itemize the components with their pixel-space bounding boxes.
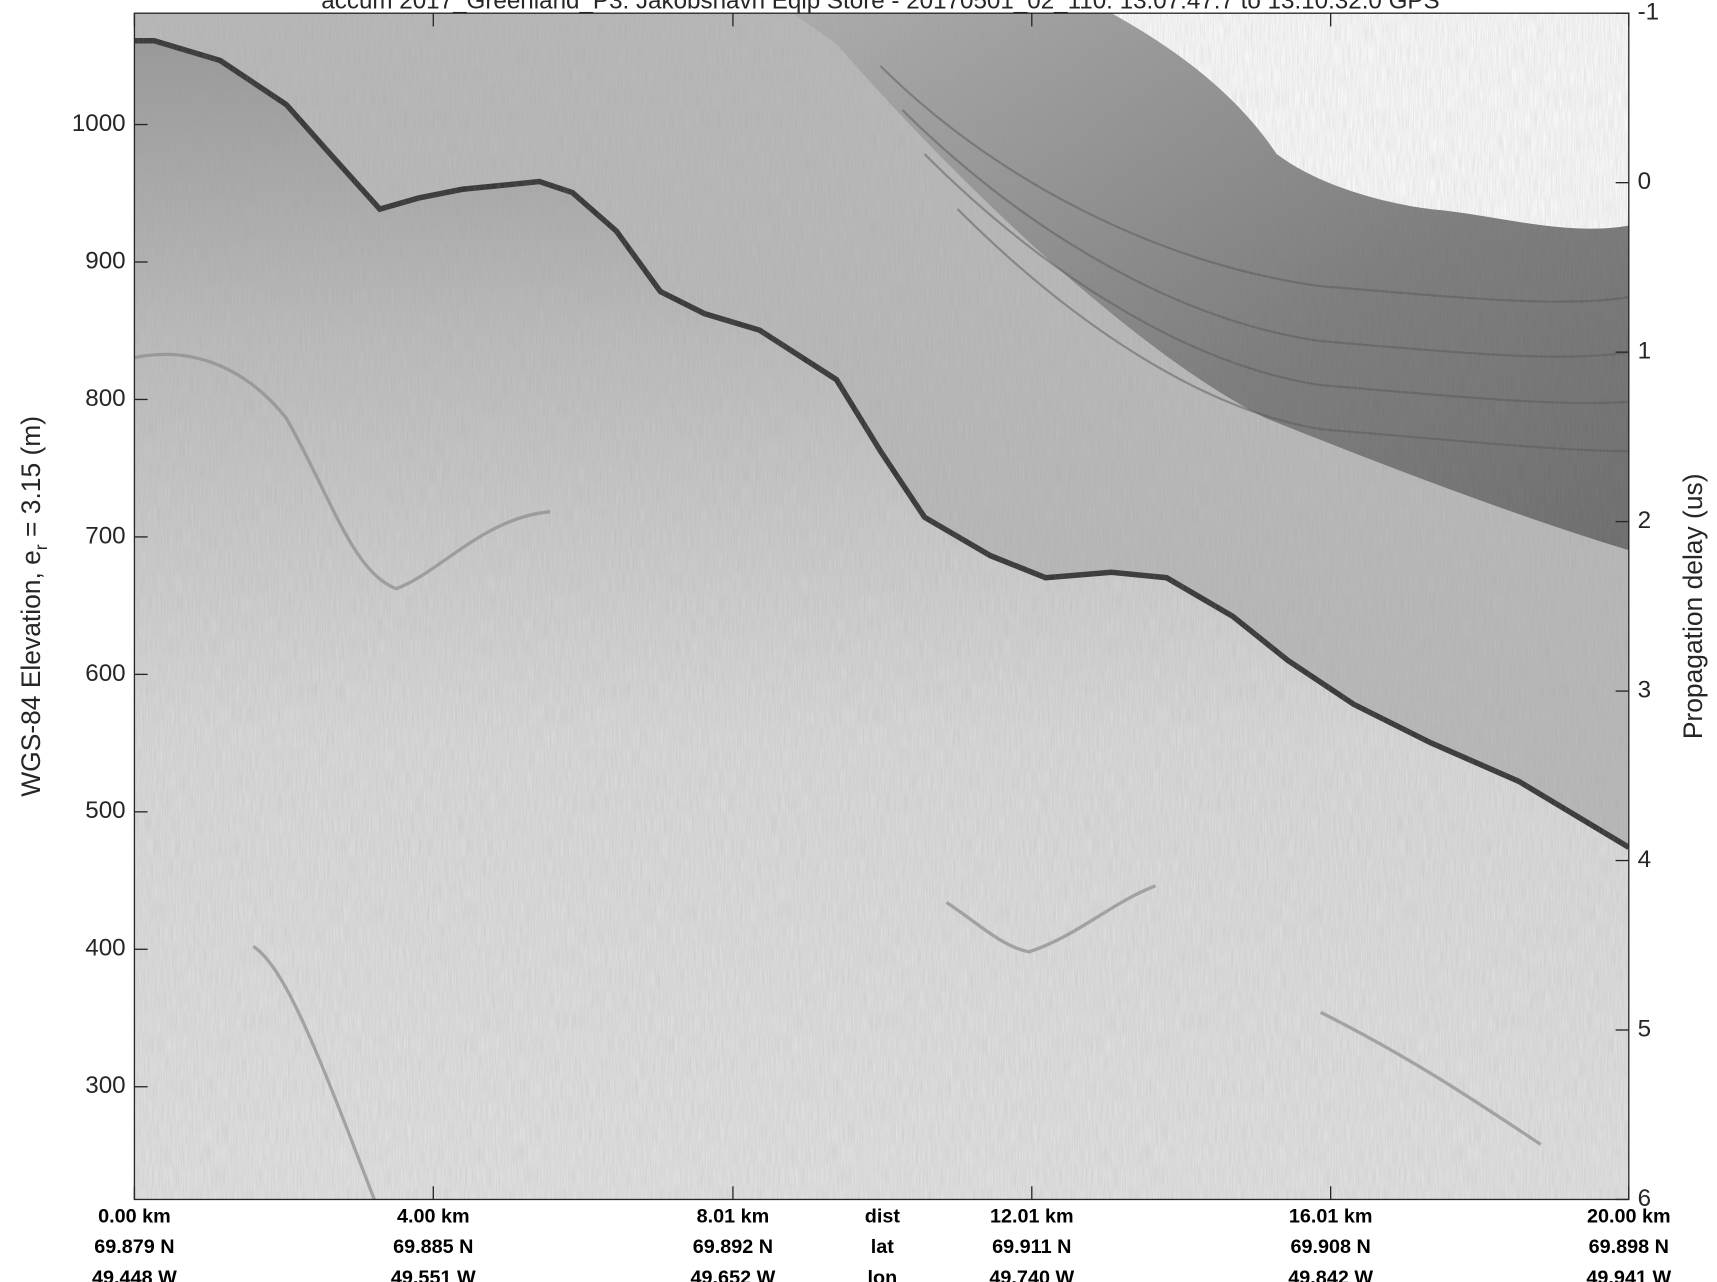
y-tick-label: 700	[85, 522, 125, 549]
y-tick-label: 1000	[72, 110, 126, 137]
chart-title: accum 2017_Greenland_P3: Jakobshavn Eqip…	[321, 0, 1439, 15]
y2-tick-label: -1	[1638, 0, 1660, 26]
x-tick-label: 20.00 km	[1587, 1205, 1671, 1227]
lat-label: 69.879 N	[94, 1236, 174, 1258]
x-tick-label: 16.01 km	[1289, 1205, 1373, 1227]
echogram-image	[134, 13, 1629, 1200]
plot-frame	[133, 12, 1630, 1201]
y-label-sub: r	[31, 544, 51, 550]
row-name: lat	[871, 1236, 895, 1258]
lon-label: 49.551 W	[391, 1267, 476, 1282]
lat-label: 69.911 N	[992, 1236, 1071, 1258]
y2-tick-label: 2	[1638, 507, 1651, 534]
y-tick-label: 400	[85, 935, 125, 962]
lat-label: 69.908 N	[1290, 1236, 1370, 1258]
lon-label: 49.842 W	[1288, 1267, 1373, 1282]
y2-tick-label: 3	[1638, 676, 1651, 703]
lat-label: 69.892 N	[693, 1236, 773, 1258]
x-tick-label: 0.00 km	[98, 1205, 171, 1227]
lon-label: 49.448 W	[92, 1267, 177, 1282]
y-tick-label: 800	[85, 385, 125, 412]
y2-tick-label: 4	[1638, 846, 1651, 873]
y-label-main: WGS-84 Elevation, e	[16, 550, 46, 797]
y2-tick-label: 6	[1638, 1185, 1651, 1212]
row-name: lon	[868, 1267, 898, 1282]
x-tick-label: 8.01 km	[697, 1205, 770, 1227]
lat-label: 69.898 N	[1589, 1236, 1669, 1258]
y-axis-label: WGS-84 Elevation, er = 3.15 (m)	[16, 416, 50, 797]
x-tick-label: 12.01 km	[990, 1205, 1074, 1227]
lon-label: 49.941 W	[1586, 1267, 1671, 1282]
y-tick-label: 300	[85, 1072, 125, 1099]
y2-tick-label: 5	[1638, 1015, 1651, 1042]
y-tick-label: 900	[85, 247, 125, 274]
y2-tick-label: 0	[1638, 168, 1651, 195]
lat-label: 69.885 N	[393, 1236, 473, 1258]
y-tick-label: 600	[85, 660, 125, 687]
y-tick-label: 500	[85, 797, 125, 824]
lon-label: 49.652 W	[691, 1267, 776, 1282]
y2-tick-label: 1	[1638, 338, 1651, 365]
lon-label: 49.740 W	[989, 1267, 1074, 1282]
y2-axis-label: Propagation delay (us)	[1678, 473, 1708, 739]
y-label-tail: = 3.15 (m)	[16, 416, 46, 544]
x-tick-label: 4.00 km	[397, 1205, 470, 1227]
row-name: dist	[865, 1205, 901, 1227]
